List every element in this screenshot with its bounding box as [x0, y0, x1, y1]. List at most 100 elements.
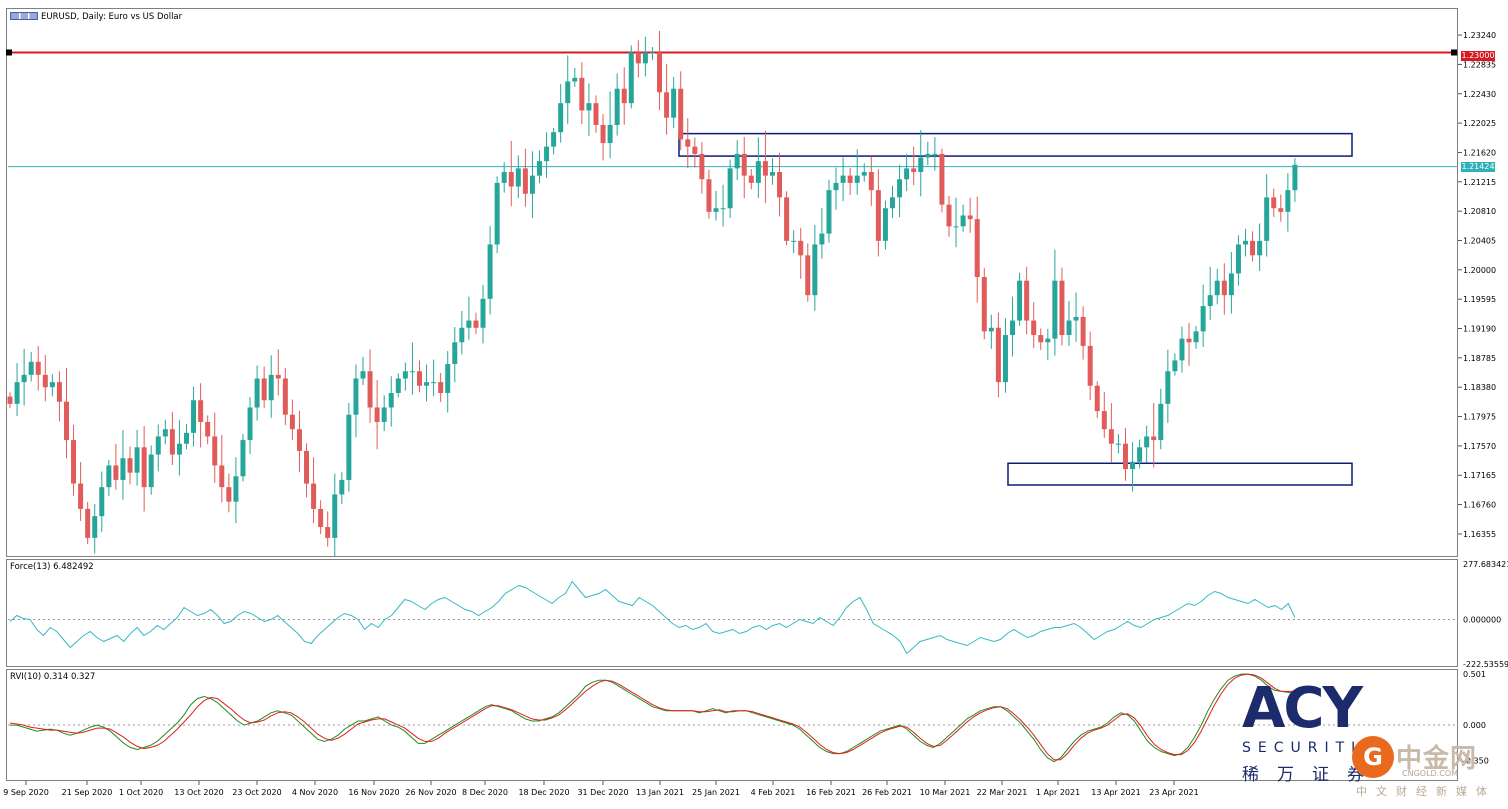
cngold-subtitle: 中文财经新媒体 [1356, 785, 1496, 798]
bear-candle [1108, 429, 1114, 444]
bear-candle [875, 190, 881, 241]
bear-candle [1221, 280, 1227, 296]
acy-chinese-name: 稀万证券 [1242, 765, 1382, 785]
bull-candle [1214, 280, 1220, 296]
bull-candle [882, 208, 888, 241]
bull-candle [1144, 436, 1150, 448]
bear-candle [1094, 385, 1100, 412]
bull-candle [529, 175, 535, 194]
bull-candle [1010, 320, 1016, 336]
date-tick-label: 23 Apr 2021 [1149, 788, 1198, 797]
bull-candle [120, 458, 126, 480]
bear-candle [699, 153, 705, 180]
bull-candle [769, 172, 775, 176]
bull-candle [445, 364, 451, 393]
bear-candle [939, 153, 945, 205]
resistance-zone-box [678, 132, 1353, 157]
price-tick-label: 1.22430 [1463, 90, 1496, 99]
date-tick-label: 26 Nov 2020 [405, 788, 456, 797]
bear-candle [296, 429, 302, 451]
bull-candle [727, 168, 733, 209]
price-tick-label: 1.17975 [1463, 413, 1496, 422]
bull-candle [628, 52, 634, 104]
bull-candle [960, 215, 966, 227]
date-tick-label: 1 Oct 2020 [119, 788, 163, 797]
bull-candle [932, 153, 938, 155]
date-tick-label: 22 Mar 2021 [977, 788, 1028, 797]
bear-candle [847, 175, 853, 183]
bull-candle [332, 494, 338, 538]
force-line [9, 580, 1296, 655]
bear-candle [508, 172, 514, 187]
bull-candle [854, 175, 860, 183]
force-tick-label: 277.683421 [1463, 560, 1508, 569]
bull-candle [649, 52, 655, 54]
bear-candle [42, 374, 48, 388]
cngold-chinese-name: 中金网 [1396, 744, 1478, 774]
bull-candle [268, 374, 274, 401]
chart-title: EURUSD, Daily: Euro vs US Dollar [41, 12, 183, 22]
support-zone-box [1007, 462, 1353, 486]
bear-candle [664, 92, 670, 118]
bull-candle [106, 465, 112, 488]
date-tick-label: 13 Apr 2021 [1091, 788, 1140, 797]
bear-candle [416, 371, 422, 386]
bull-candle [1165, 371, 1171, 404]
price-tick-label: 1.22025 [1463, 119, 1496, 128]
bull-candle [360, 371, 366, 379]
bull-candle [1052, 280, 1058, 339]
bull-candle [1017, 280, 1023, 321]
bear-candle [777, 172, 783, 198]
bull-candle [184, 432, 189, 444]
bull-candle [1200, 306, 1206, 332]
bear-candle [967, 215, 973, 220]
date-tick-label: 1 Apr 2021 [1036, 788, 1080, 797]
bull-candle [1264, 197, 1270, 241]
bear-candle [593, 103, 599, 125]
bull-candle [346, 414, 352, 480]
bear-candle [1080, 316, 1086, 346]
bull-candle [49, 382, 55, 388]
bull-candle [21, 374, 27, 383]
bull-candle [339, 479, 345, 495]
date-tick-label: 4 Nov 2020 [292, 788, 338, 797]
rvi-indicator-title: RVI(10) 0.314 0.327 [10, 672, 96, 682]
price-tick-label: 1.16760 [1463, 501, 1496, 510]
bull-candle [240, 440, 246, 477]
bull-candle [1045, 338, 1051, 343]
bull-candle [537, 161, 542, 176]
rvi-pane[interactable]: RVI(10) 0.314 0.327 [6, 669, 1458, 781]
bull-candle [897, 179, 903, 198]
date-tick-label: 8 Dec 2020 [462, 788, 508, 797]
bear-candle [1151, 436, 1157, 441]
bear-candle [473, 320, 479, 328]
bull-candle [565, 81, 571, 104]
bull-candle [904, 168, 910, 180]
chart-title-bar: EURUSD, Daily: Euro vs US Dollar [10, 12, 182, 22]
bull-candle [614, 88, 620, 125]
bear-candle [85, 508, 91, 538]
bear-candle [685, 139, 691, 147]
bull-candle [1207, 295, 1213, 307]
bear-candle [367, 371, 373, 408]
bull-candle [501, 172, 507, 183]
rvi-tick-label: 0.000 [1463, 721, 1486, 730]
bear-candle [311, 483, 317, 509]
bull-candle [466, 320, 472, 328]
bull-candle [381, 407, 387, 422]
bear-candle [438, 382, 444, 393]
bull-candle [861, 172, 867, 176]
bull-candle [99, 487, 105, 517]
rvi-main-line [10, 673, 1295, 763]
bear-candle [974, 219, 980, 278]
acy-logo: ACY [1242, 676, 1363, 741]
bull-candle [819, 233, 825, 245]
bull-candle [1179, 338, 1185, 361]
bull-candle [431, 382, 437, 384]
bear-candle [261, 378, 267, 401]
bear-candle [1278, 208, 1284, 212]
bear-candle [621, 88, 627, 104]
bear-candle [275, 374, 281, 379]
bear-candle [995, 327, 1001, 383]
bear-candle [318, 508, 324, 528]
